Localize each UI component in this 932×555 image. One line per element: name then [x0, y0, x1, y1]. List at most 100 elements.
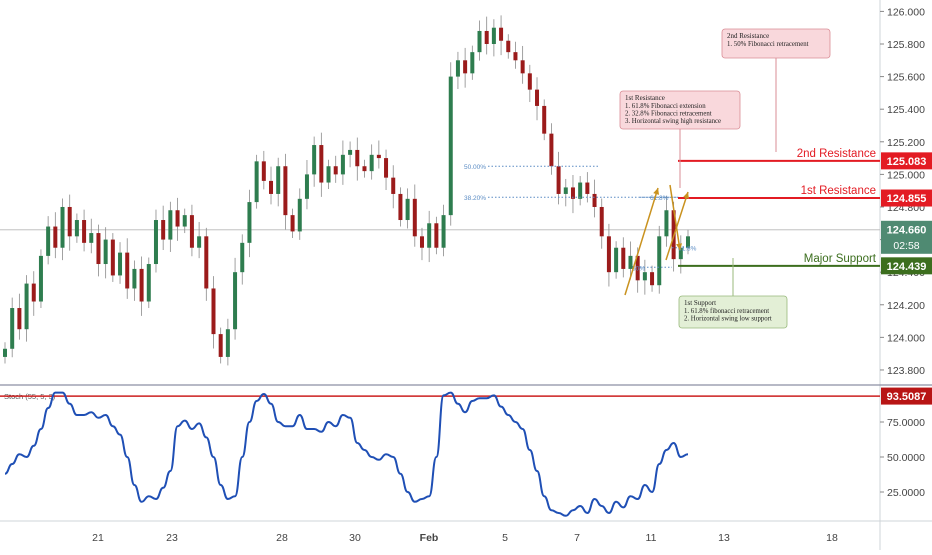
- annotation-line: 1. 61.8% fibonacci retracement: [684, 308, 769, 315]
- annotation-line: 3. Horizontal swing high resistance: [625, 118, 721, 125]
- candle-body: [139, 268, 144, 302]
- candle-body: [592, 193, 597, 207]
- candle-body: [563, 187, 568, 194]
- stoch-value-label: 93.5087: [887, 391, 927, 403]
- swing-arrow-head: [653, 188, 660, 195]
- candle-body: [96, 233, 101, 265]
- candle-body: [211, 288, 216, 335]
- candle-body: [419, 236, 424, 248]
- candle-body: [642, 272, 647, 281]
- price-tag-box: [881, 220, 932, 254]
- annotation-title: 2nd Resistance: [727, 32, 769, 40]
- candle-body: [527, 73, 532, 90]
- annotation-title: 1st Resistance: [625, 94, 665, 102]
- candle-body: [348, 149, 353, 155]
- stoch-tick-label: 50.0000: [887, 452, 925, 464]
- candle-body: [67, 206, 72, 237]
- stoch-series-line: [4, 391, 689, 517]
- candle-body: [606, 236, 611, 273]
- swing-arrow-head: [683, 192, 689, 199]
- annotation-line: 1. 61.8% Fibonacci extension: [625, 103, 706, 110]
- candle-body: [628, 255, 633, 269]
- candle-body: [635, 255, 640, 281]
- candle-body: [333, 166, 338, 175]
- time-tick-label: 30: [349, 532, 361, 544]
- candle-body: [427, 223, 432, 248]
- price-tag-box: [881, 257, 932, 275]
- candle-body: [513, 52, 518, 61]
- candle-body: [276, 166, 281, 194]
- candle-body: [542, 105, 547, 134]
- candle-body: [161, 220, 166, 240]
- candle-body: [182, 215, 187, 227]
- candle-body: [470, 52, 475, 74]
- candle-body: [340, 154, 345, 175]
- candle-body: [319, 145, 324, 183]
- candle-body: [570, 187, 575, 199]
- candle-body: [441, 215, 446, 248]
- candle-body: [89, 233, 94, 243]
- candle-body: [175, 210, 180, 227]
- candle-body: [53, 226, 58, 248]
- time-tick-label: 5: [502, 532, 508, 544]
- annotation-line: 2. 32.8% Fibonacci retracement: [625, 111, 712, 118]
- stoch-value-tag: [881, 387, 932, 405]
- annotation-box: [619, 90, 741, 130]
- price-tag-value: 125.083: [887, 156, 927, 168]
- candle-body: [168, 210, 173, 240]
- candle-body: [247, 202, 252, 243]
- time-tick-label: 7: [574, 532, 580, 544]
- candle-body: [412, 198, 417, 237]
- candle-body: [204, 236, 209, 289]
- level-name-label: Major Support: [804, 253, 877, 265]
- candle-body: [103, 239, 108, 265]
- swing-arrow-head: [676, 243, 683, 250]
- candle-body: [463, 60, 468, 74]
- candle-body: [297, 198, 302, 232]
- candle-body: [355, 149, 360, 167]
- fib-level-label: 50%: [632, 265, 645, 272]
- candle-body: [657, 236, 662, 286]
- candle-body: [189, 215, 194, 248]
- candle-body: [233, 272, 238, 330]
- candle-body: [60, 206, 65, 248]
- candle-body: [599, 206, 604, 237]
- candle-body: [614, 247, 619, 273]
- candle-body: [132, 268, 137, 289]
- candle-body: [24, 283, 29, 330]
- price-tag-box: [881, 189, 932, 207]
- price-tick-label: 125.000: [887, 169, 925, 181]
- candle-body: [197, 236, 202, 248]
- candle-body: [304, 174, 309, 199]
- candle-body: [312, 145, 317, 175]
- candle-body: [326, 166, 331, 183]
- annotation-box: [721, 28, 831, 59]
- price-tag-value: 124.855: [887, 193, 927, 205]
- candle-body: [556, 166, 561, 194]
- candle-body: [31, 283, 36, 302]
- candle-body: [218, 334, 223, 357]
- price-tick-label: 125.600: [887, 72, 925, 84]
- candle-body: [125, 252, 130, 289]
- candle-body: [261, 161, 266, 181]
- candle-body: [678, 247, 683, 260]
- price-tick-label: 125.400: [887, 104, 925, 116]
- price-tick-label: 125.800: [887, 39, 925, 51]
- price-tick-label: 124.000: [887, 332, 925, 344]
- candle-body: [46, 226, 51, 256]
- price-tag-box: [881, 152, 932, 170]
- candle-body: [369, 154, 374, 172]
- price-tag-value: 124.439: [887, 261, 927, 273]
- level-name-label: 1st Resistance: [801, 185, 876, 197]
- candle-body: [254, 161, 259, 203]
- candle-body: [499, 27, 504, 41]
- candle-body: [664, 210, 669, 237]
- candle-body: [362, 166, 367, 172]
- time-tick-label: 13: [718, 532, 730, 544]
- candle-body: [491, 27, 496, 45]
- swing-arrow-line: [624, 187, 659, 296]
- annotation-line: 1. 50% Fibonacci retracement: [727, 41, 809, 48]
- candle-body: [448, 76, 453, 216]
